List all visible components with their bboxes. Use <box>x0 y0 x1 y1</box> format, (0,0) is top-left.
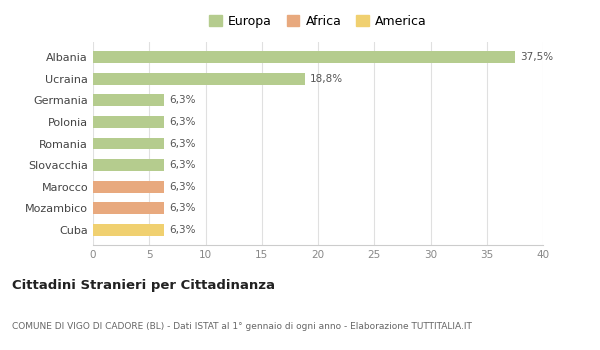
Text: 6,3%: 6,3% <box>170 139 196 148</box>
Bar <box>93 202 164 214</box>
Text: 6,3%: 6,3% <box>170 203 196 213</box>
Bar <box>93 181 164 192</box>
Legend: Europa, Africa, America: Europa, Africa, America <box>205 11 431 32</box>
Bar <box>93 159 164 171</box>
Text: 6,3%: 6,3% <box>170 117 196 127</box>
Text: 6,3%: 6,3% <box>170 95 196 105</box>
Text: 18,8%: 18,8% <box>310 74 343 84</box>
Text: 6,3%: 6,3% <box>170 182 196 192</box>
Bar <box>93 94 164 106</box>
Bar <box>93 51 515 63</box>
Bar <box>93 116 164 128</box>
Text: COMUNE DI VIGO DI CADORE (BL) - Dati ISTAT al 1° gennaio di ogni anno - Elaboraz: COMUNE DI VIGO DI CADORE (BL) - Dati IST… <box>12 322 472 331</box>
Text: 6,3%: 6,3% <box>170 160 196 170</box>
Bar <box>93 73 305 85</box>
Bar <box>93 224 164 236</box>
Bar <box>93 138 164 149</box>
Text: Cittadini Stranieri per Cittadinanza: Cittadini Stranieri per Cittadinanza <box>12 279 275 292</box>
Text: 6,3%: 6,3% <box>170 225 196 235</box>
Text: 37,5%: 37,5% <box>521 52 554 62</box>
